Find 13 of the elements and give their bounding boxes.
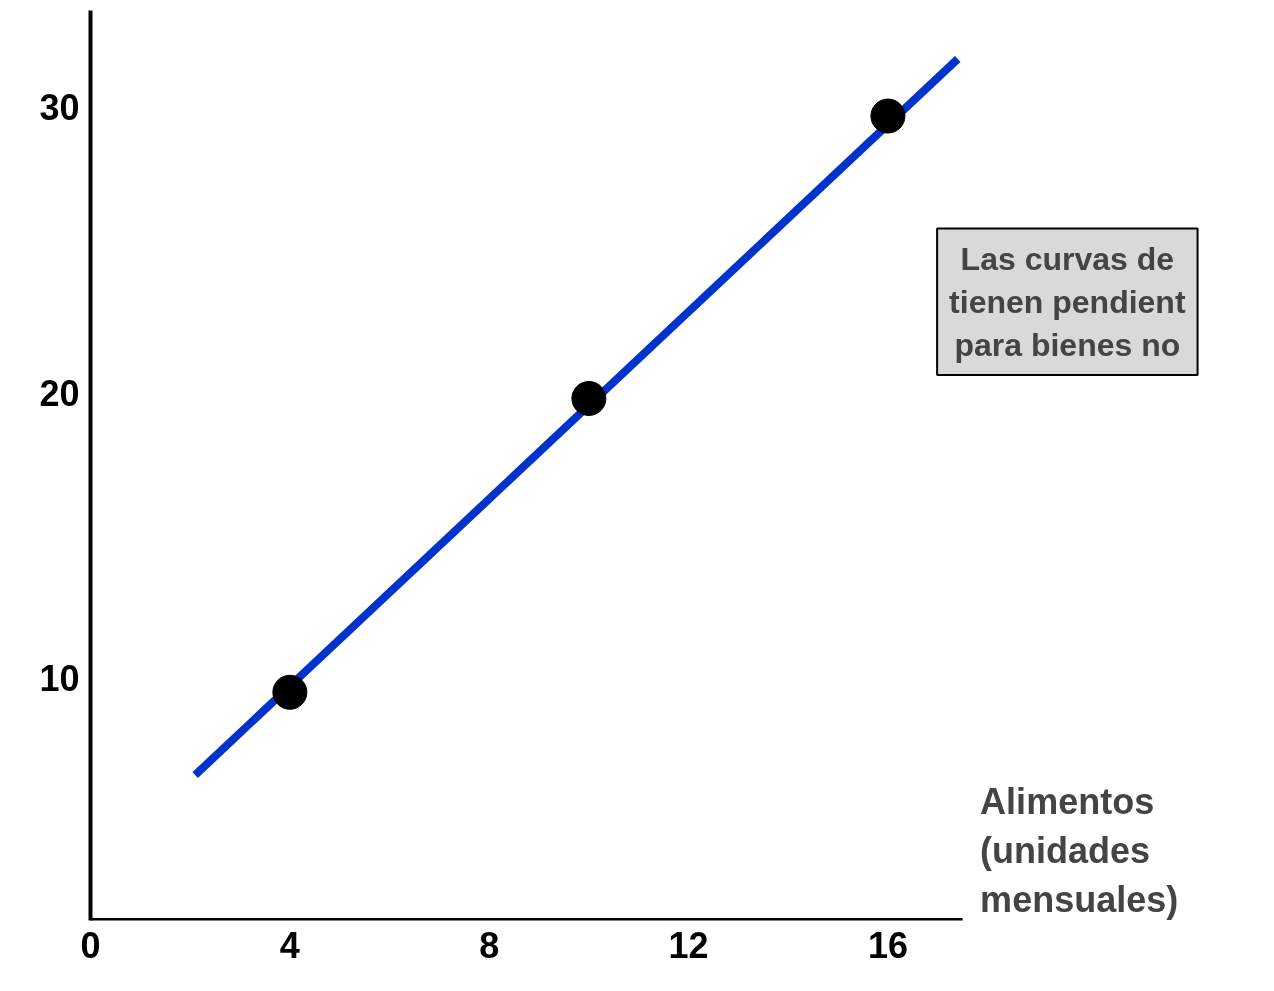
x-tick-label: 4	[279, 924, 300, 966]
y-tick-label: 20	[39, 372, 80, 414]
x-tick-label: 12	[668, 924, 709, 966]
x-axis-title: Alimentos (unidades mensuales)	[980, 781, 1179, 921]
point	[272, 674, 308, 710]
point	[571, 381, 607, 416]
x-tick-label: 16	[867, 924, 908, 966]
y-tick-label: 10	[39, 658, 80, 700]
x-tick-label: 8	[479, 924, 500, 966]
point	[870, 98, 906, 134]
annotation: Las curvas de tienen pendient para bienes no	[949, 240, 1186, 363]
x-tick-label: 0	[80, 924, 101, 966]
y-tick-label: 30	[39, 87, 80, 129]
